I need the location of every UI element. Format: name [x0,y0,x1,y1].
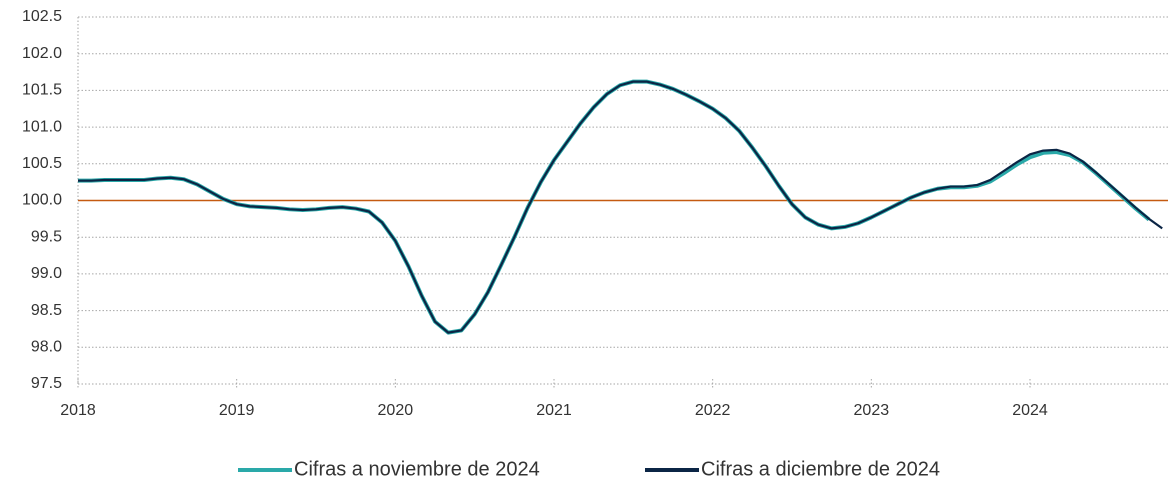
series-line [78,79,1151,335]
y-tick-label: 102.0 [22,45,62,62]
x-tick-label: 2022 [695,402,731,419]
y-tick-label: 101.0 [22,118,62,135]
x-tick-label: 2024 [1012,402,1048,419]
legend-label: Cifras a diciembre de 2024 [701,458,940,480]
x-tick-label: 2020 [378,402,414,419]
y-tick-label: 98.5 [31,302,62,319]
y-tick-label: 99.5 [31,228,62,245]
x-tick-label: 2018 [60,402,96,419]
y-tick-label: 98.0 [31,339,62,356]
y-tick-label: 101.5 [22,82,62,99]
x-tick-label: 2019 [219,402,255,419]
y-tick-label: 100.5 [22,155,62,172]
y-tick-label: 97.5 [31,375,62,392]
legend-label: Cifras a noviembre de 2024 [294,458,540,480]
x-tick-label: 2021 [536,402,572,419]
y-tick-label: 99.0 [31,265,62,282]
y-tick-label: 102.5 [22,8,62,25]
series-line [78,80,1163,334]
x-tick-label: 2023 [854,402,890,419]
y-tick-label: 100.0 [22,192,62,209]
